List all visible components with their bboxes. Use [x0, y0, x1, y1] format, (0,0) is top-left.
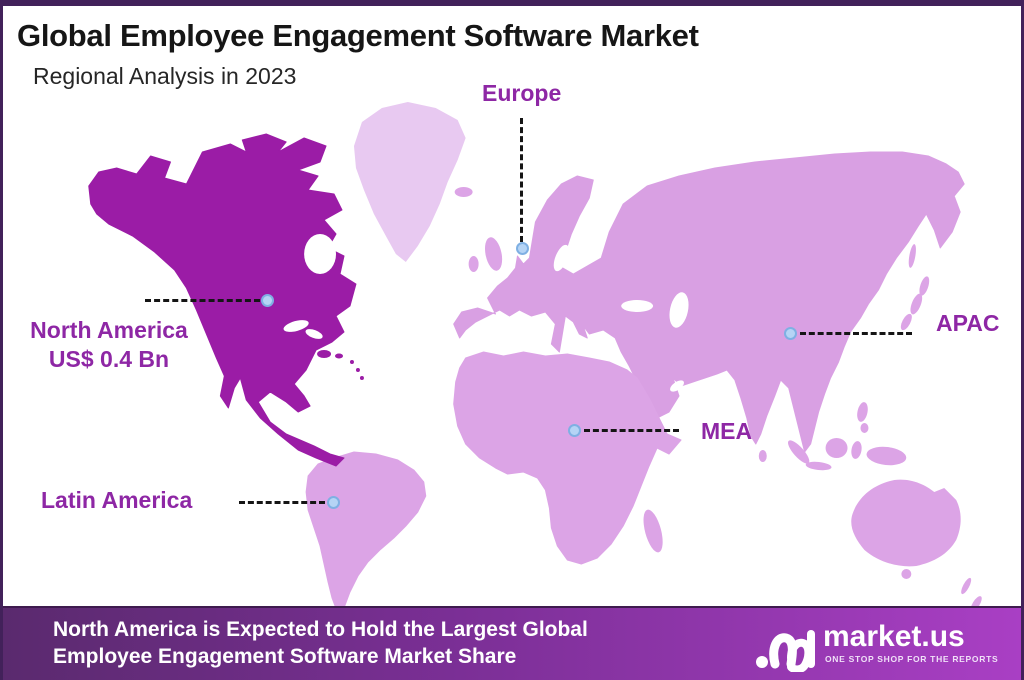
map-water-cutouts [283, 234, 689, 392]
region-label-mea: MEA [701, 418, 753, 444]
connector-north-america [145, 299, 260, 302]
region-label-latin-america: Latin America [41, 487, 193, 513]
map-islands [454, 187, 982, 612]
marketus-logo-name: market.us [823, 620, 965, 653]
map-marker-europe [516, 242, 529, 255]
region-label-europe: Europe [482, 80, 562, 106]
map-africa [453, 351, 682, 565]
map-caribbean [292, 343, 364, 380]
region-label-apac: APAC [936, 310, 1000, 336]
connector-latin-america [239, 501, 325, 504]
region-label-north-america-name: North America [30, 317, 188, 343]
connector-mea [584, 429, 679, 432]
region-label-north-america: North America US$ 0.4 Bn [8, 316, 210, 374]
footer-banner: North America is Expected to Hold the La… [3, 606, 1021, 680]
connector-apac [800, 332, 912, 335]
map-marker-mea [568, 424, 581, 437]
map-marker-north-america [261, 294, 274, 307]
page-subtitle: Regional Analysis in 2023 [33, 63, 297, 89]
map-marker-apac [784, 327, 797, 340]
footer-line2: Employee Engagement Software Market Shar… [53, 645, 517, 668]
marketus-logo: market.us ONE STOP SHOP FOR THE REPORTS [753, 618, 998, 672]
page-title: Global Employee Engagement Software Mark… [17, 18, 699, 53]
map-greenland [353, 102, 466, 262]
map-marker-latin-america [327, 496, 340, 509]
footer-line1: North America is Expected to Hold the La… [53, 618, 588, 641]
map-eurasia [453, 151, 965, 453]
marketus-logo-tagline: ONE STOP SHOP FOR THE REPORTS [825, 654, 999, 664]
region-value-north-america: US$ 0.4 Bn [48, 346, 170, 372]
connector-europe [520, 118, 523, 242]
footer-text: North America is Expected to Hold the La… [53, 616, 588, 670]
marketus-logo-icon [756, 630, 815, 672]
map-australia [851, 479, 961, 567]
map-south-america [305, 451, 427, 615]
